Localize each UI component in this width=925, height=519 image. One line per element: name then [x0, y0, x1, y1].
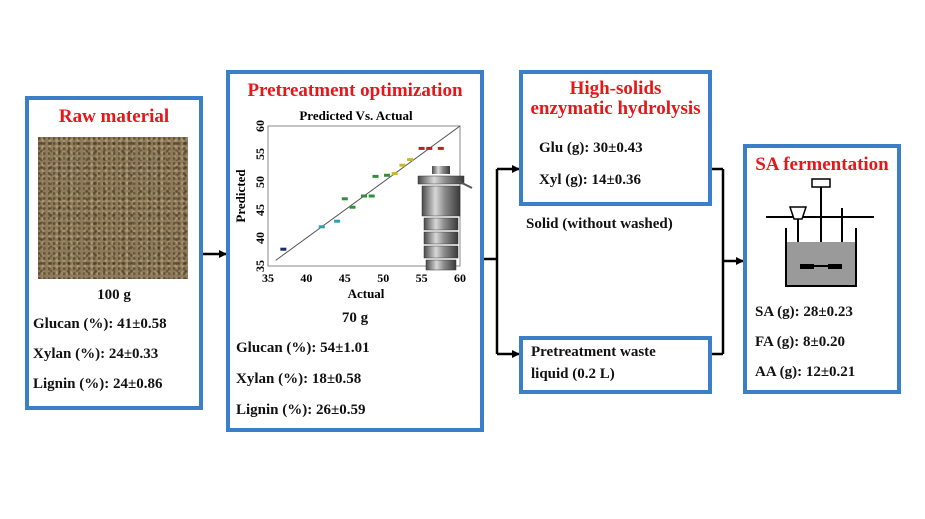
data-point — [399, 163, 406, 167]
data-point — [368, 194, 375, 198]
data-point — [280, 247, 287, 251]
data-point — [341, 197, 348, 201]
pretreat-glucan: Glucan (%): 54±1.01 — [236, 340, 370, 356]
x-axis-label: Actual — [348, 286, 385, 300]
hydrolysis-box — [519, 70, 712, 206]
y-axis-label: Predicted — [234, 169, 248, 223]
hydrolysis-title-line2: enzymatic hydrolysis — [530, 98, 701, 119]
raw-material-photo — [38, 137, 188, 279]
pretreat-lignin: Lignin (%): 26±0.59 — [236, 402, 366, 418]
data-point — [407, 158, 414, 162]
hydrolysis-xyl: Xyl (g): 14±0.36 — [539, 172, 641, 188]
raw-material-title: Raw material — [58, 106, 170, 127]
data-point — [372, 174, 379, 178]
pretreat-mass: 70 g — [341, 310, 369, 326]
x-tick-label: 40 — [300, 271, 312, 285]
waste-line1: Pretreatment waste — [531, 344, 656, 360]
raw-lignin: Lignin (%): 24±0.86 — [33, 376, 163, 392]
ferm-sa: SA (g): 28±0.23 — [755, 304, 853, 320]
pretreat-xylan: Xylan (%): 18±0.58 — [236, 371, 362, 387]
pretreatment-title: Pretreatment optimization — [247, 80, 463, 101]
x-tick-label: 35 — [262, 271, 274, 285]
raw-glucan: Glucan (%): 41±0.58 — [33, 316, 167, 332]
data-point — [318, 225, 325, 229]
data-point — [361, 194, 367, 198]
hydrolysis-title-line1: High-solids — [569, 78, 662, 99]
data-point — [349, 205, 356, 209]
y-tick-label: 50 — [253, 176, 267, 188]
x-tick-label: 55 — [416, 271, 428, 285]
y-tick-label: 55 — [253, 148, 267, 160]
predicted-vs-actual-chart: Predicted Vs. Actual 35 40 45 50 55 60 35 40 45… — [234, 108, 473, 300]
arrow-merge-to-fermentation — [712, 167, 744, 356]
fermenter-icon — [766, 178, 874, 287]
waste-line2: liquid (0.2 L) — [531, 366, 615, 382]
solid-label: Solid (without washed) — [526, 216, 673, 232]
data-point — [418, 146, 425, 150]
chart-title: Predicted Vs. Actual — [299, 108, 413, 123]
fermentation-title: SA fermentation — [755, 154, 889, 175]
data-point — [437, 146, 444, 150]
x-tick-label: 60 — [454, 271, 466, 285]
raw-mass: 100 g — [97, 287, 131, 303]
waste-liquid-box — [519, 336, 712, 394]
ferm-fa: FA (g): 8±0.20 — [755, 334, 846, 350]
ferm-aa: AA (g): 12±0.21 — [755, 364, 856, 380]
x-tick-label: 50 — [377, 271, 389, 285]
y-tick-label: 35 — [253, 260, 267, 272]
y-tick-label: 60 — [253, 120, 267, 132]
reactor-vessel-icon — [417, 166, 473, 271]
data-point — [391, 172, 398, 176]
arrow-pretreat-split — [484, 165, 520, 358]
data-point — [334, 219, 341, 223]
x-tick-label: 45 — [339, 271, 351, 285]
y-tick-label: 45 — [253, 204, 267, 216]
raw-xylan: Xylan (%): 24±0.33 — [33, 346, 159, 362]
data-point — [426, 146, 433, 150]
y-tick-label: 40 — [253, 232, 267, 244]
hydrolysis-glu: Glu (g): 30±0.43 — [539, 140, 643, 156]
data-point — [384, 173, 391, 177]
